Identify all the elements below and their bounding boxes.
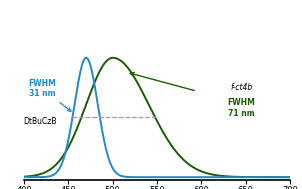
Text: f-ct4b: f-ct4b — [230, 83, 252, 92]
Text: DtBuCzB: DtBuCzB — [23, 117, 57, 125]
Text: FWHM
71 nm: FWHM 71 nm — [227, 98, 255, 118]
Text: FWHM
31 nm: FWHM 31 nm — [28, 79, 71, 111]
